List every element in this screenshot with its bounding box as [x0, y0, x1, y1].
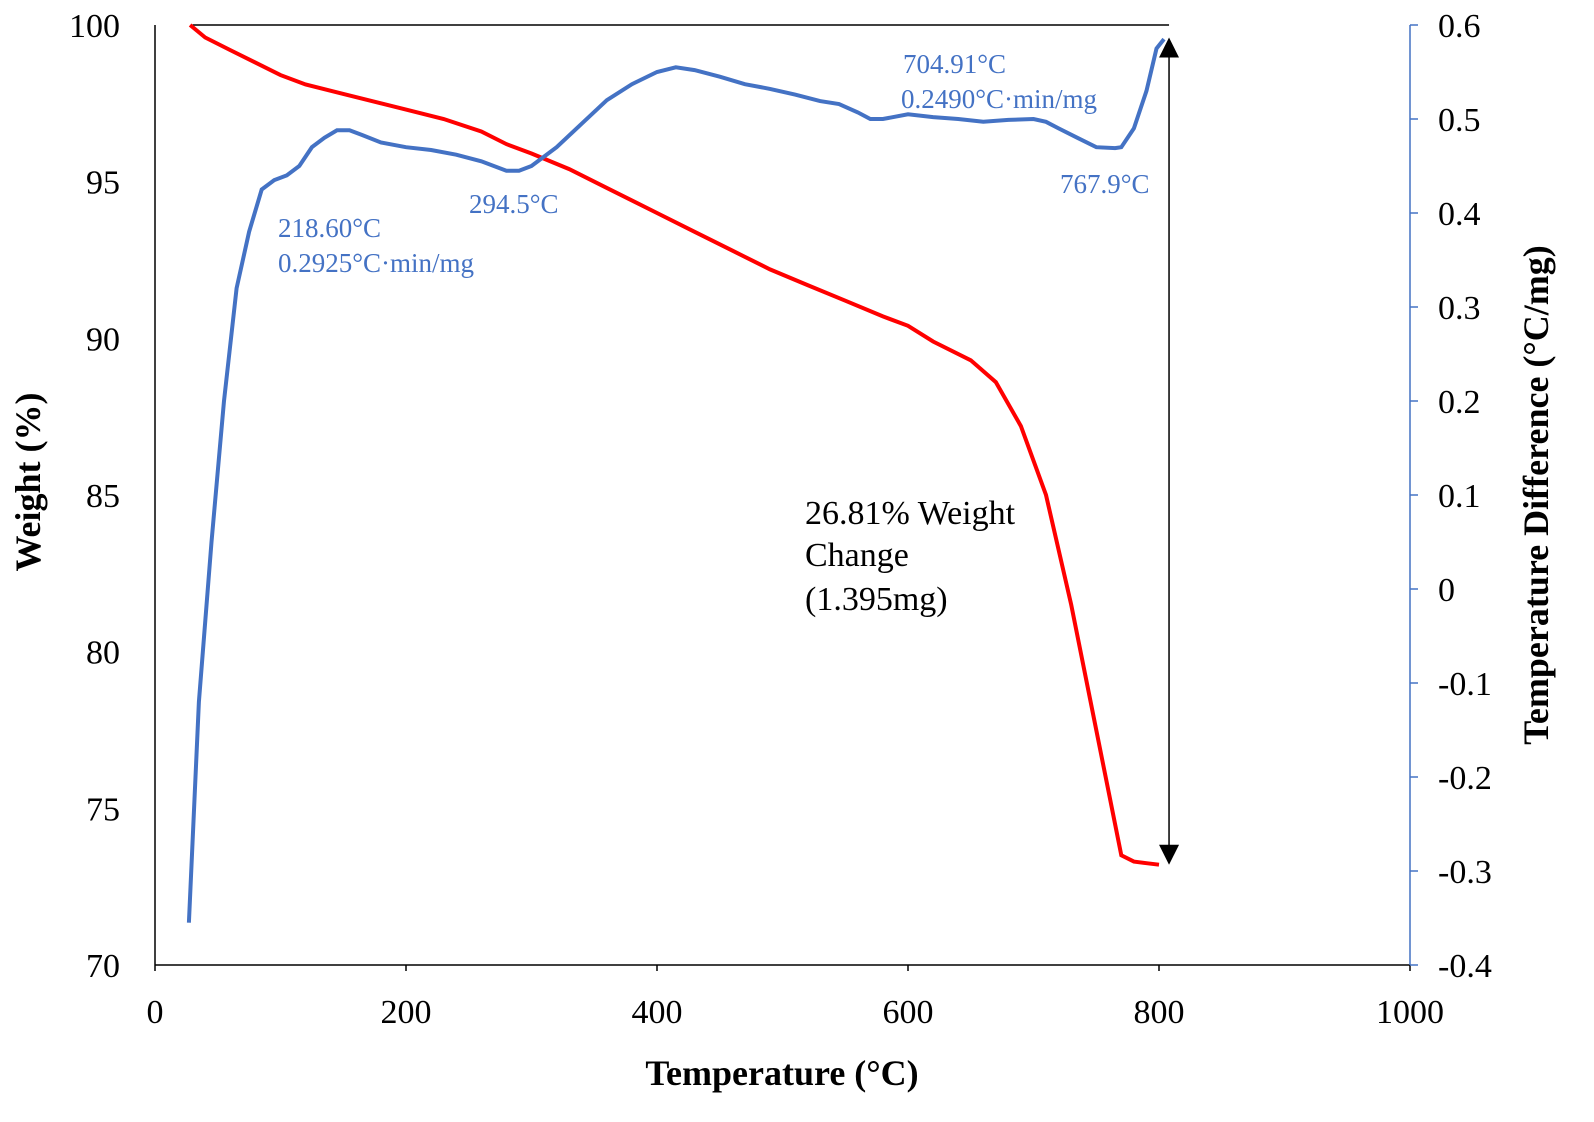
y2-tick-label: -0.1 [1438, 666, 1492, 703]
x-axis-title: Temperature (°C) [645, 1053, 918, 1093]
x-tick-label: 400 [632, 994, 683, 1031]
annotation-trough1: 294.5°C [469, 189, 559, 219]
annotation-peak2-rate: 0.2490°C·min/mg [901, 84, 1097, 114]
plot-area [154, 25, 1411, 966]
y2-tick-label: 0.6 [1438, 8, 1481, 45]
annotation-peak1-rate: 0.2925°C·min/mg [278, 248, 474, 278]
y-tick-label: 95 [86, 165, 120, 202]
y-tick-label: 85 [86, 478, 120, 515]
annotation-weight-change-line3: (1.395mg) [805, 581, 948, 618]
y2-tick-label: 0 [1438, 572, 1455, 609]
y-tick-label: 90 [86, 321, 120, 358]
y2-tick-label: 0.2 [1438, 384, 1481, 421]
y-tick-label: 70 [86, 948, 120, 985]
y2-tick-label: 0.5 [1438, 102, 1481, 139]
y-tick-label: 80 [86, 635, 120, 672]
annotation-weight-change-line2: Change [805, 537, 909, 574]
y2-tick-label: 0.4 [1438, 196, 1481, 233]
annotation-peak1-temp: 218.60°C [278, 213, 381, 243]
annotation-peak2-temp: 704.91°C [903, 49, 1006, 79]
y-axis-title: Weight (%) [8, 393, 48, 572]
y2-axis-title: Temperature Difference (°C/mg) [1516, 245, 1556, 745]
y2-axis-ticks: -0.4 -0.3 -0.2 -0.1 0 0.1 0.2 0.3 0.4 0.5 0.6 [1410, 8, 1492, 985]
y-tick-label: 100 [69, 8, 120, 45]
dta-series-line [186, 37, 1166, 923]
y2-tick-label: 0.3 [1438, 290, 1481, 327]
y-tick-label: 75 [86, 791, 120, 828]
x-axis-ticks: 0 200 400 600 800 1000 [147, 965, 1444, 1031]
x-tick-label: 600 [883, 994, 934, 1031]
annotation-weight-change-line1: 26.81% Weight [805, 495, 1016, 532]
y2-tick-label: 0.1 [1438, 478, 1481, 515]
y2-tick-label: -0.3 [1438, 854, 1492, 891]
x-tick-label: 1000 [1376, 994, 1444, 1031]
x-tick-label: 200 [381, 994, 432, 1031]
annotation-trough2: 767.9°C [1060, 169, 1150, 199]
y2-tick-label: -0.2 [1438, 760, 1492, 797]
x-tick-label: 0 [147, 994, 164, 1031]
y2-tick-label: -0.4 [1438, 948, 1492, 985]
x-tick-label: 800 [1134, 994, 1185, 1031]
y-axis-ticks: 70 75 80 85 90 95 100 [69, 8, 120, 985]
weight-series-line [188, 23, 1160, 867]
